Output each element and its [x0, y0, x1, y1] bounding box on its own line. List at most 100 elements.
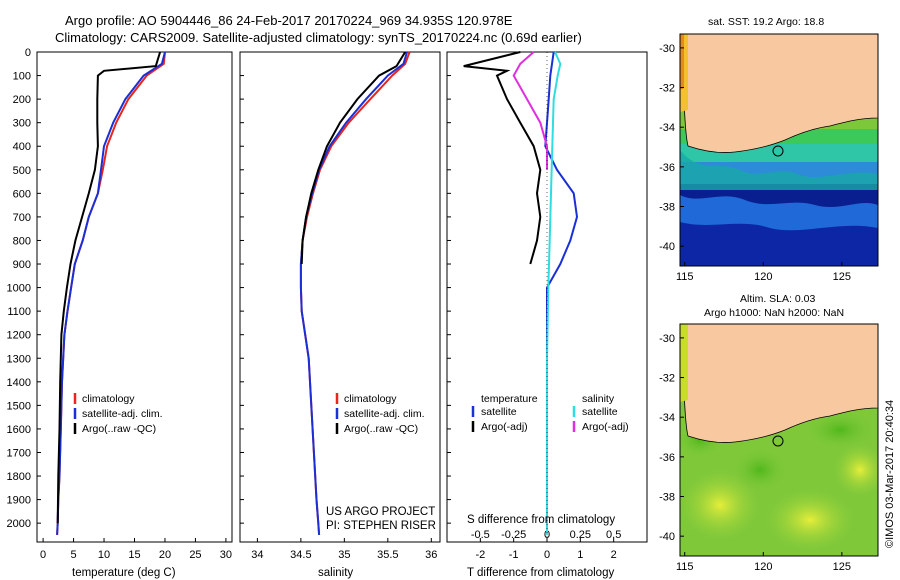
- top-tick-label: 0: [544, 529, 550, 541]
- legend-label-satellite: satellite-adj. clim.: [344, 408, 425, 420]
- difference-xlabel-bottom: T difference from climatology: [467, 567, 614, 579]
- depth-tick-label: 1800: [7, 471, 31, 483]
- salinity-panel: [239, 51, 441, 543]
- depth-tick-label: 500: [13, 165, 31, 177]
- depth-tick-label: 1400: [7, 377, 31, 389]
- legend-label-argo: Argo(..raw -QC): [82, 423, 156, 435]
- x-tick-label: 34: [251, 549, 263, 561]
- depth-tick-label: 1100: [7, 306, 31, 318]
- map-x-tick-label: 120: [754, 561, 772, 573]
- temperature-chart: 0 5 10 15 20 25 30: [40, 51, 232, 561]
- x-tick-label: 35: [338, 549, 350, 561]
- x-tick-label: 34.5: [290, 549, 311, 561]
- x-tick-label: 0: [40, 549, 46, 561]
- legend-label-argo: Argo(..raw -QC): [344, 423, 418, 435]
- top-tick-label: -0.5: [471, 529, 490, 541]
- salinity-xlabel: salinity: [318, 567, 353, 579]
- series-line-temperature-satellite: [544, 51, 579, 524]
- series-line-salinity-argo-adj-: [512, 51, 548, 170]
- sla-map-axes: 115 120 125 -30 -32 -34 -36 -38 -40: [659, 333, 851, 573]
- legend-label-sal-satellite: satellite: [582, 406, 618, 418]
- difference-legend: temperature satellite Argo(-adj) salinit…: [471, 393, 629, 433]
- depth-tick-label: 300: [13, 118, 31, 130]
- x-tick-label: 2: [611, 549, 617, 561]
- depth-tick-label: 2000: [7, 518, 31, 530]
- x-tick-label: 30: [220, 549, 232, 561]
- sst-map-frame: [679, 33, 879, 267]
- imos-credit: ©IMOS 03-Mar-2017 20:40:34: [884, 400, 896, 548]
- legend-label-temp-argo: Argo(-adj): [481, 421, 528, 433]
- temperature-legend: climatology satellite-adj. clim. Argo(..…: [73, 393, 163, 435]
- sst-map: [680, 34, 878, 266]
- x-tick-label: 20: [159, 549, 171, 561]
- depth-tick-label: 200: [13, 94, 31, 106]
- map-x-tick-label: 125: [833, 271, 851, 283]
- depth-axis: 0 100 200 300 400 500 600 700 800 900 1000 1100 1200…: [7, 47, 451, 530]
- project-annotation: US ARGO PROJECT: [326, 506, 435, 518]
- depth-tick-label: 1500: [7, 400, 31, 412]
- legend-label-climatology: climatology: [344, 393, 397, 405]
- sla-map: [680, 324, 878, 556]
- series-line-salinity-satellite: [546, 51, 562, 535]
- depth-tick-label: 900: [13, 259, 31, 271]
- salinity-legend: climatology satellite-adj. clim. Argo(..…: [335, 393, 425, 435]
- sla-map-title-2: Argo h1000: NaN h2000: NaN: [704, 307, 844, 319]
- header-line2: Climatology: CARS2009. Satellite-adjuste…: [55, 30, 582, 45]
- top-tick-label: 0.25: [570, 529, 591, 541]
- depth-tick-label: 1900: [7, 495, 31, 507]
- x-tick-label: 10: [98, 549, 110, 561]
- legend-label-climatology: climatology: [82, 393, 135, 405]
- sla-map-frame: [679, 323, 879, 557]
- map-y-tick-label: -30: [659, 43, 675, 55]
- map-x-tick-label: 115: [676, 271, 694, 283]
- depth-tick-label: 1700: [7, 447, 31, 459]
- depth-tick-label: 1000: [7, 283, 31, 295]
- series-line-satellite-adj-clim-: [56, 51, 166, 535]
- map-y-tick-label: -36: [659, 452, 675, 464]
- header-line1: Argo profile: AO 5904446_86 24-Feb-2017 …: [65, 13, 513, 28]
- legend-label-sal-argo: Argo(-adj): [582, 421, 629, 433]
- map-y-tick-label: -36: [659, 162, 675, 174]
- legend-header-temperature: temperature: [481, 393, 538, 405]
- pi-annotation: PI: STEPHEN RISER: [326, 520, 436, 532]
- x-tick-label: 15: [128, 549, 140, 561]
- x-tick-label: 0: [544, 549, 550, 561]
- map-y-tick-label: -32: [659, 83, 675, 95]
- legend-header-salinity: salinity: [582, 393, 615, 405]
- difference-chart: -2 -1 0 1 2 -0.5 -0.25 0 0.25 0.5: [463, 51, 621, 561]
- x-tick-label: 25: [189, 549, 201, 561]
- map-y-tick-label: -38: [659, 202, 675, 214]
- series-line-satellite-adj-clim-: [299, 51, 408, 535]
- x-tick-label: 1: [577, 549, 583, 561]
- depth-tick-label: 1200: [7, 330, 31, 342]
- depth-tick-label: 600: [13, 188, 31, 200]
- series-line-argo-raw-qc-: [300, 51, 407, 265]
- legend-label-satellite: satellite-adj. clim.: [82, 408, 163, 420]
- depth-tick-label: 1600: [7, 424, 31, 436]
- x-tick-label: 36: [425, 549, 437, 561]
- map-y-tick-label: -38: [659, 492, 675, 504]
- series-line-temperature-argo-adj-: [463, 51, 542, 265]
- sst-map-title: sat. SST: 19.2 Argo: 18.8: [708, 16, 824, 28]
- series-line-climatology: [56, 51, 166, 535]
- depth-tick-label: 400: [13, 141, 31, 153]
- top-tick-label: -0.25: [501, 529, 526, 541]
- sla-map-title-1: Altim. SLA: 0.03: [740, 293, 815, 305]
- x-tick-label: 5: [71, 549, 77, 561]
- x-tick-label: -1: [509, 549, 519, 561]
- top-tick-label: 0.5: [606, 529, 621, 541]
- sst-map-axes: 115 120 125 -30 -32 -34 -36 -38 -40: [659, 43, 851, 283]
- depth-tick-label: 700: [13, 212, 31, 224]
- series-line-climatology: [299, 51, 411, 535]
- legend-label-temp-satellite: satellite: [481, 406, 517, 418]
- map-y-tick-label: -34: [659, 412, 675, 424]
- depth-tick-label: 1300: [7, 353, 31, 365]
- map-y-tick-label: -32: [659, 373, 675, 385]
- difference-xlabel-top: S difference from climatology: [467, 514, 615, 526]
- depth-tick-label: 0: [25, 47, 31, 59]
- map-y-tick-label: -34: [659, 122, 675, 134]
- float-marker-top: [772, 145, 784, 157]
- map-y-tick-label: -40: [659, 531, 675, 543]
- temperature-xlabel: temperature (deg C): [72, 567, 176, 579]
